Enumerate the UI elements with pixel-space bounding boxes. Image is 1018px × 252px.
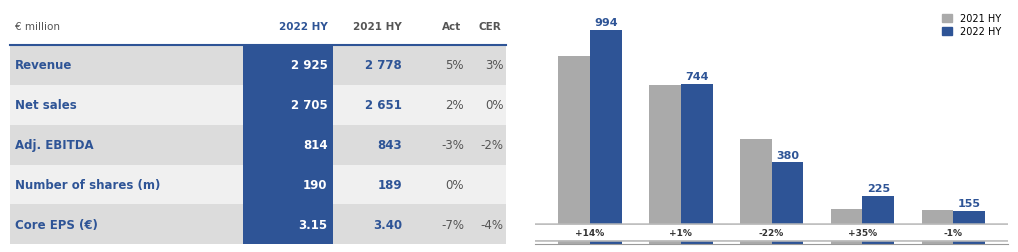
Text: Act: Act <box>443 21 461 32</box>
Bar <box>589 30 622 244</box>
Text: 744: 744 <box>685 72 709 82</box>
Text: 994: 994 <box>593 18 618 28</box>
Text: 2 778: 2 778 <box>365 59 402 72</box>
Text: € million: € million <box>15 21 60 32</box>
Bar <box>648 86 681 244</box>
Bar <box>681 84 713 244</box>
Text: 189: 189 <box>378 178 402 191</box>
Bar <box>831 209 862 244</box>
Legend: 2021 HY, 2022 HY: 2021 HY, 2022 HY <box>941 12 1003 39</box>
Text: 3.15: 3.15 <box>298 218 328 231</box>
Text: 814: 814 <box>303 139 328 151</box>
Circle shape <box>0 225 1018 241</box>
Text: 2021 HY: 2021 HY <box>353 21 402 32</box>
Bar <box>10 205 243 244</box>
Text: 3.40: 3.40 <box>373 218 402 231</box>
Text: 2022 HY: 2022 HY <box>279 21 328 32</box>
Text: Core EPS (€): Core EPS (€) <box>15 218 98 231</box>
Text: Adj. EBITDA: Adj. EBITDA <box>15 139 94 151</box>
Bar <box>921 211 953 244</box>
Circle shape <box>0 225 1018 241</box>
Bar <box>333 45 506 85</box>
Text: -22%: -22% <box>759 228 784 237</box>
Bar <box>10 45 243 85</box>
Text: +1%: +1% <box>669 228 692 237</box>
Text: -3%: -3% <box>441 139 464 151</box>
Text: 155: 155 <box>958 199 980 208</box>
Text: 843: 843 <box>378 139 402 151</box>
Text: +14%: +14% <box>575 228 605 237</box>
Text: 380: 380 <box>776 150 799 160</box>
Text: 190: 190 <box>303 178 328 191</box>
Bar <box>10 125 243 165</box>
Text: Revenue: Revenue <box>15 59 72 72</box>
Bar <box>243 85 333 125</box>
Text: -4%: -4% <box>480 218 504 231</box>
Text: 0%: 0% <box>486 99 504 112</box>
Text: Number of shares (m): Number of shares (m) <box>15 178 161 191</box>
Text: CER: CER <box>478 21 501 32</box>
Bar <box>243 205 333 244</box>
Bar <box>740 140 772 244</box>
Bar <box>333 125 506 165</box>
Text: 2 925: 2 925 <box>291 59 328 72</box>
Text: 225: 225 <box>866 183 890 193</box>
Circle shape <box>0 225 1018 241</box>
Bar <box>333 165 506 205</box>
Bar <box>243 125 333 165</box>
Text: 2%: 2% <box>446 99 464 112</box>
Circle shape <box>0 225 1018 241</box>
Bar <box>558 57 589 244</box>
Text: 3%: 3% <box>486 59 504 72</box>
Bar <box>862 196 894 244</box>
Text: -7%: -7% <box>441 218 464 231</box>
Bar <box>772 163 803 244</box>
Bar <box>333 85 506 125</box>
Circle shape <box>0 225 1018 241</box>
Bar <box>243 45 333 85</box>
Text: 2 651: 2 651 <box>365 99 402 112</box>
Text: 0%: 0% <box>446 178 464 191</box>
Text: 5%: 5% <box>446 59 464 72</box>
Bar <box>10 165 243 205</box>
Bar <box>10 85 243 125</box>
Bar <box>333 205 506 244</box>
Text: Net sales: Net sales <box>15 99 77 112</box>
Text: 2 705: 2 705 <box>291 99 328 112</box>
Text: +35%: +35% <box>848 228 876 237</box>
Bar <box>243 165 333 205</box>
Text: -1%: -1% <box>944 228 963 237</box>
Bar <box>953 211 985 244</box>
Text: -2%: -2% <box>480 139 504 151</box>
